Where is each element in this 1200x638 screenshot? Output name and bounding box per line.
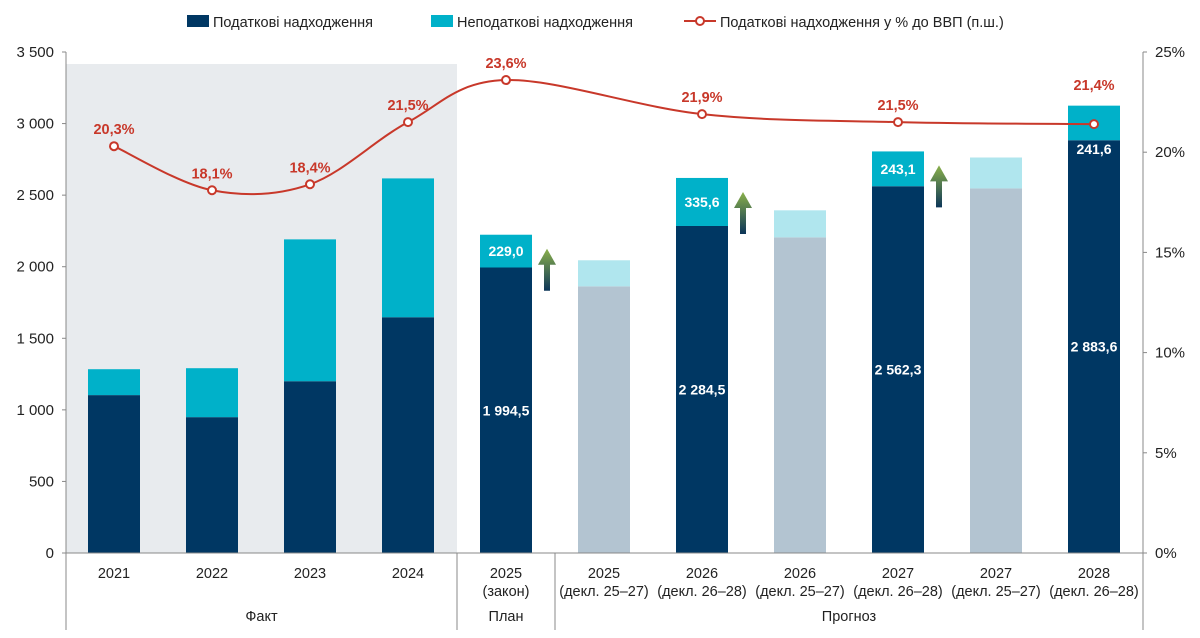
legend-label-nontax: Неподаткові надходження — [457, 15, 633, 31]
data-label-nontax: 243,1 — [880, 161, 915, 177]
bar-tax — [186, 417, 238, 553]
bar-nontax — [480, 234, 532, 268]
data-label-nontax: 335,6 — [684, 194, 719, 210]
y2-tick-label: 0% — [1155, 545, 1177, 562]
gdp-share-label: 21,9% — [681, 90, 722, 106]
y2-tick-label: 10% — [1155, 345, 1185, 362]
bar-tax — [480, 267, 532, 553]
data-label-tax: 2 284,5 — [679, 381, 726, 397]
x-tick-label: (декл. 26–28) — [1049, 584, 1139, 600]
x-tick-label: 2028 — [1078, 566, 1110, 582]
bar-tax — [88, 395, 140, 553]
gdp-share-label: 20,3% — [93, 122, 134, 138]
bar-nontax — [970, 157, 1022, 189]
bar-nontax — [186, 368, 238, 418]
data-label-tax: 2 562,3 — [875, 362, 922, 378]
data-label-nontax: 241,6 — [1076, 141, 1111, 157]
bar-tax — [578, 286, 630, 553]
bar-tax — [676, 225, 728, 553]
data-label-nontax: 229,0 — [488, 243, 523, 259]
group-label: Прогноз — [822, 609, 877, 625]
y2-tick-label: 25% — [1155, 44, 1185, 61]
x-tick-label: 2025 — [490, 566, 522, 582]
y2-tick-label: 15% — [1155, 244, 1185, 261]
x-tick-label: 2021 — [98, 566, 130, 582]
x-tick-label: 2023 — [294, 566, 326, 582]
x-tick-label: (закон) — [483, 584, 530, 600]
y-tick-label: 500 — [29, 473, 54, 490]
y2-tick-label: 5% — [1155, 445, 1177, 462]
y-tick-label: 2 000 — [16, 259, 54, 276]
bar-tax — [872, 186, 924, 554]
bar-tax — [774, 237, 826, 553]
x-tick-label: (декл. 25–27) — [951, 584, 1041, 600]
legend-swatch-tax — [187, 15, 209, 27]
group-label: План — [489, 609, 524, 625]
gdp-share-label: 21,5% — [877, 98, 918, 114]
gdp-share-point — [1089, 119, 1099, 130]
y-tick-label: 1 500 — [16, 330, 54, 347]
gdp-share-point — [207, 185, 217, 196]
bar-tax — [382, 317, 434, 553]
y-tick-label: 3 000 — [16, 116, 54, 133]
bar-nontax — [88, 369, 140, 396]
up-arrow-icon — [930, 165, 948, 208]
x-tick-label: (декл. 25–27) — [559, 584, 649, 600]
bar-nontax — [382, 178, 434, 318]
x-tick-label: 2026 — [784, 566, 816, 582]
bar-tax — [970, 188, 1022, 553]
x-tick-label: (декл. 26–28) — [657, 584, 747, 600]
y-tick-label: 1 000 — [16, 402, 54, 419]
data-label-tax: 1 994,5 — [483, 402, 530, 418]
gdp-share-point — [697, 109, 707, 120]
x-tick-label: 2022 — [196, 566, 228, 582]
gdp-share-label: 21,5% — [387, 98, 428, 114]
x-tick-label: 2027 — [882, 566, 914, 582]
y-tick-label: 2 500 — [16, 187, 54, 204]
legend-marker-gdp — [695, 16, 705, 26]
legend-label-tax: Податкові надходження — [213, 15, 373, 31]
gdp-share-point — [893, 117, 903, 128]
bar-nontax — [872, 151, 924, 187]
x-tick-label: 2025 — [588, 566, 620, 582]
up-arrow-icon — [734, 191, 752, 234]
gdp-share-point — [305, 179, 315, 190]
gdp-share-label: 18,4% — [289, 160, 330, 176]
gdp-share-label: 21,4% — [1073, 78, 1114, 94]
gdp-share-label: 23,6% — [485, 56, 526, 72]
y-tick-label: 3 500 — [16, 44, 54, 61]
legend-label-gdp: Податкові надходження у % до ВВП (п.ш.) — [720, 15, 1004, 31]
y-tick-label: 0 — [46, 545, 54, 562]
legend: Податкові надходження Неподаткові надход… — [187, 15, 1004, 31]
bar-tax — [1068, 140, 1120, 553]
data-label-tax: 2 883,6 — [1071, 339, 1118, 355]
gdp-share-label: 18,1% — [191, 166, 232, 182]
bar-tax — [284, 381, 336, 553]
bar-nontax — [676, 177, 728, 226]
gdp-share-point — [403, 117, 413, 128]
y2-tick-label: 20% — [1155, 144, 1185, 161]
x-tick-label: 2024 — [392, 566, 424, 582]
bar-nontax — [578, 260, 630, 287]
x-tick-label: (декл. 25–27) — [755, 584, 845, 600]
gdp-share-point — [109, 141, 119, 152]
group-label: Факт — [245, 609, 278, 625]
bar-nontax — [774, 210, 826, 238]
bar-nontax — [284, 239, 336, 382]
x-tick-label: 2027 — [980, 566, 1012, 582]
gdp-share-point — [501, 75, 511, 86]
up-arrow-icon — [538, 248, 556, 291]
legend-swatch-nontax — [431, 15, 453, 27]
x-tick-label: (декл. 26–28) — [853, 584, 943, 600]
x-tick-label: 2026 — [686, 566, 718, 582]
